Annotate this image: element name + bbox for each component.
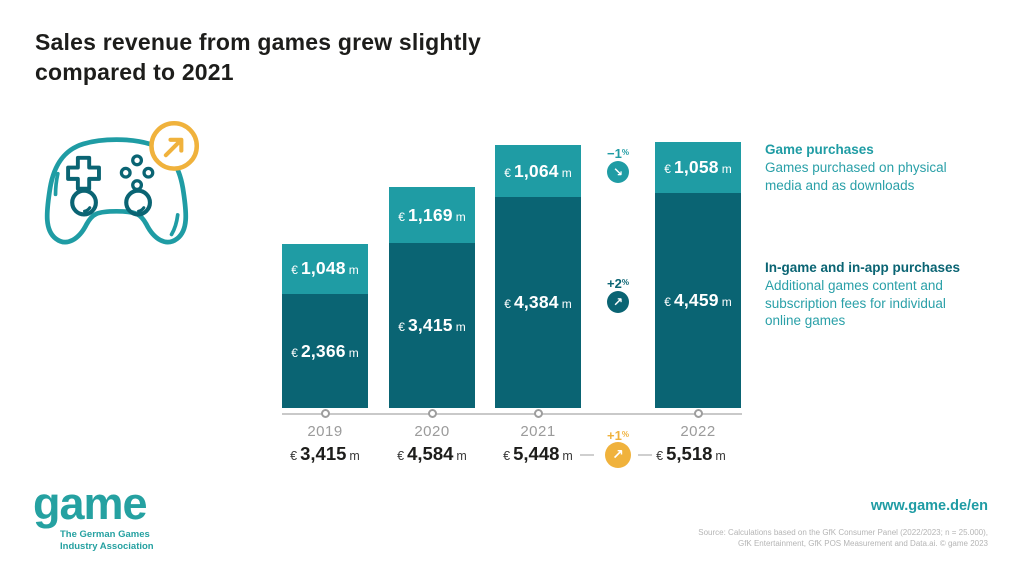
bar-segment-game-purchases: €1,064 m [495, 145, 581, 197]
legend-item-in-game-purchases: In-game and in-app purchases Additional … [765, 259, 997, 330]
growth-arrow-icon [163, 137, 184, 158]
bar-segment-game-purchases: €1,058 m [655, 142, 741, 194]
year-label-2020: 2020 [414, 423, 450, 440]
bar-segment-in-game-purchases: €4,384 m [495, 196, 581, 408]
legend-description: Games purchased on physical media and as… [765, 160, 947, 193]
axis-marker-2020 [428, 409, 437, 418]
axis-marker-2019 [321, 409, 330, 418]
dpad-icon [66, 155, 101, 191]
controller-right-accent [169, 213, 180, 237]
bar-segment-in-game-purchases: €4,459 m [655, 193, 741, 408]
axis-marker-2021 [534, 409, 543, 418]
game-logo: game [33, 478, 148, 529]
year-label-2021: 2021 [520, 423, 556, 440]
segment-value-label: €1,048 m [291, 258, 359, 279]
bar-segment-game-purchases: €1,169 m [389, 187, 475, 244]
page-title-line2: compared to 2021 [35, 59, 234, 85]
year-label-2019: 2019 [307, 423, 343, 440]
total-2020: €4,584 m [397, 443, 467, 464]
bar-segment-game-purchases: €1,048 m [282, 243, 368, 294]
bar-2021: €1,064 m €4,384 m [495, 145, 581, 408]
total-2021: €5,448 m [503, 443, 573, 464]
left-stick-icon [70, 188, 98, 217]
legend-title: Game purchases [765, 142, 874, 157]
total-2019: €3,415 m [290, 443, 360, 464]
legend-title: In-game and in-app purchases [765, 260, 961, 275]
game-logo-tagline: The German Games Industry Association [60, 529, 154, 552]
legend-description: Additional games content and subscriptio… [765, 278, 946, 328]
controller-left-accent [53, 171, 60, 197]
button-top-icon [131, 154, 144, 167]
decrease-arrow-icon: ↘ [607, 161, 629, 183]
segment-value-label: €1,058 m [664, 157, 732, 178]
right-dash [638, 454, 652, 456]
bar-segment-in-game-purchases: €2,366 m [282, 294, 368, 408]
page-title: Sales revenue from games grew slightly c… [35, 27, 481, 87]
bar-segment-in-game-purchases: €3,415 m [389, 243, 475, 408]
total-2022: €5,518 m [656, 443, 726, 464]
axis-marker-2022 [694, 409, 703, 418]
website-link[interactable]: www.game.de/en [870, 498, 988, 514]
source-note: Source: Calculations based on the GfK Co… [698, 528, 988, 548]
increase-arrow-icon: ↗ [607, 291, 629, 313]
game-controller-icon [30, 116, 205, 255]
segment-value-label: €3,415 m [398, 315, 466, 336]
button-left-icon [119, 166, 132, 179]
page-title-line1: Sales revenue from games grew slightly [35, 29, 482, 55]
game-purchases-change-label: −1% [607, 146, 629, 161]
total-increase-arrow-icon: ↗ [605, 442, 631, 468]
bar-2020: €1,169 m €3,415 m [389, 187, 475, 408]
year-label-2022: 2022 [680, 423, 716, 440]
button-right-icon [142, 166, 155, 179]
left-stick-detail [83, 206, 92, 213]
right-stick-icon [124, 188, 152, 217]
segment-value-label: €1,169 m [398, 204, 466, 225]
timeline-axis [282, 413, 742, 415]
in-game-purchases-change-label: +2% [607, 276, 629, 291]
left-dash [580, 454, 594, 456]
segment-value-label: €2,366 m [291, 340, 359, 361]
bar-2019: €1,048 m €2,366 m [282, 243, 368, 408]
bar-2022: €1,058 m €4,459 m [655, 142, 741, 408]
segment-value-label: €4,384 m [504, 291, 572, 312]
total-change-label: +1% [607, 428, 629, 443]
legend-item-game-purchases: Game purchases Games purchased on physic… [765, 141, 997, 194]
right-stick-detail [137, 206, 146, 213]
segment-value-label: €1,064 m [504, 160, 572, 181]
segment-value-label: €4,459 m [664, 290, 732, 311]
